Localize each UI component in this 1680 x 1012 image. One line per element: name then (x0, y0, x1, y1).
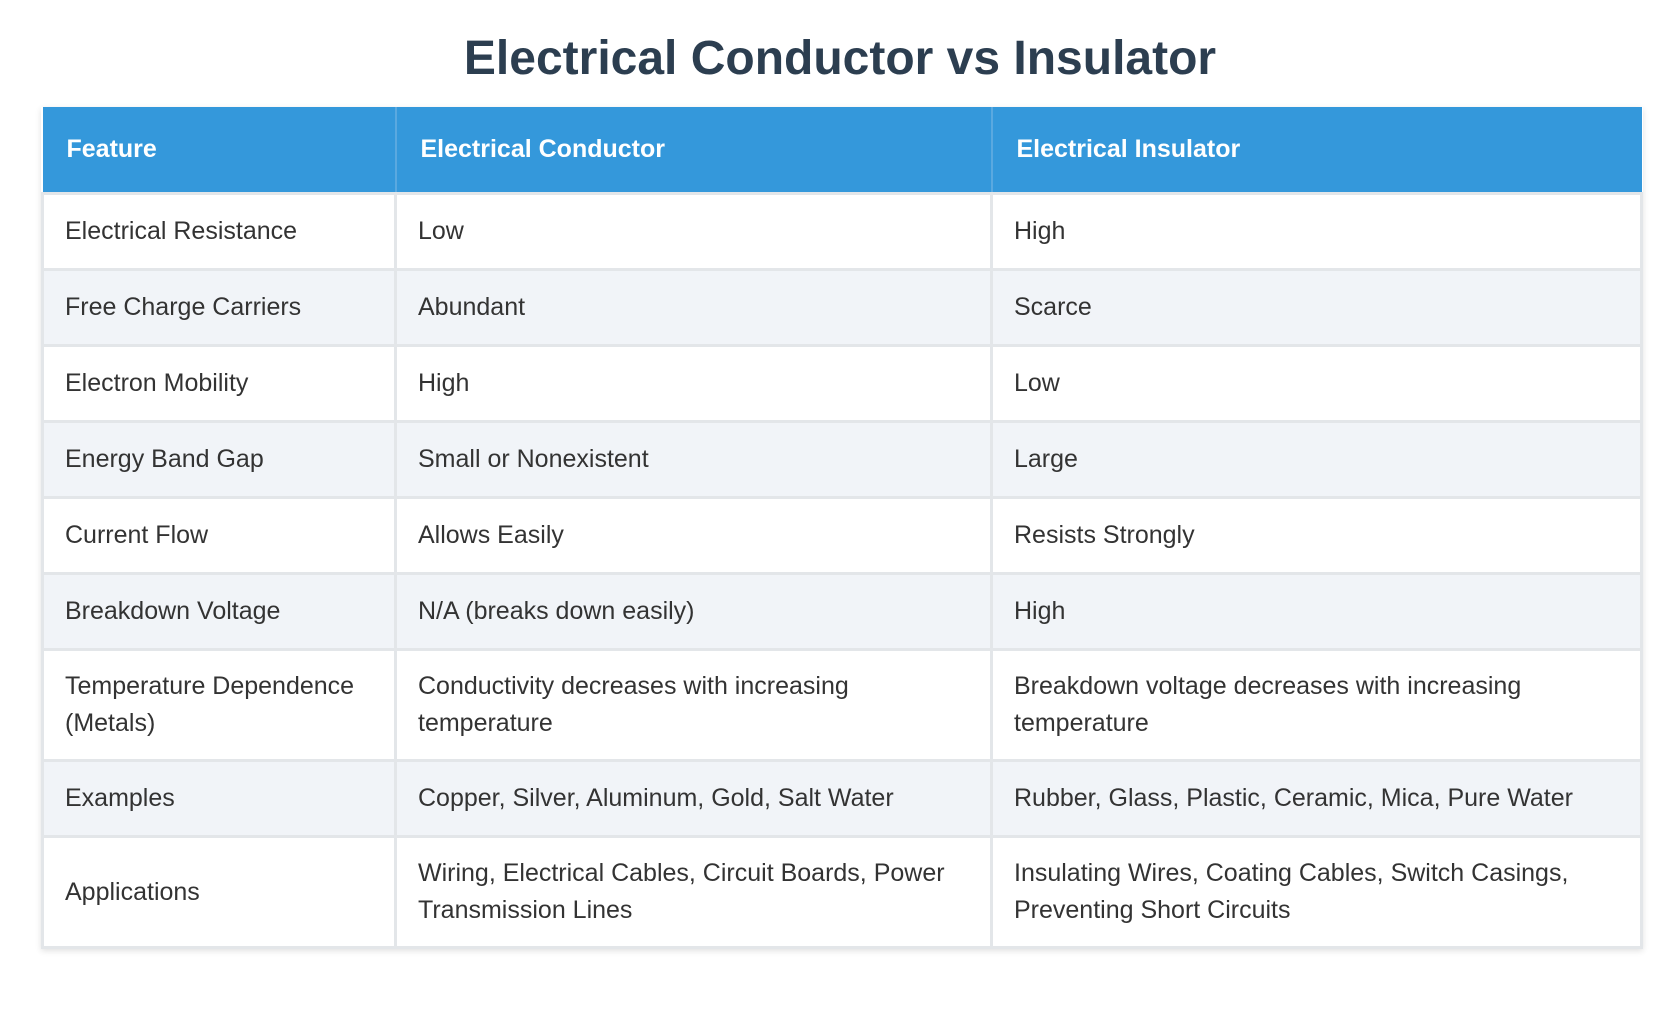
table-row: Temperature Dependence (Metals) Conducti… (41, 648, 1643, 762)
page-title: Electrical Conductor vs Insulator (463, 32, 1217, 85)
insulator-cell: Resists Strongly (990, 496, 1643, 575)
feature-cell: Breakdown Voltage (41, 572, 397, 651)
header-insulator: Electrical Insulator (991, 107, 1642, 195)
table-row: Electron Mobility High Low (41, 344, 1643, 423)
insulator-cell: High (990, 192, 1643, 271)
header-feature: Feature (42, 107, 397, 195)
feature-cell: Electrical Resistance (41, 192, 397, 271)
comparison-table: Feature Electrical Conductor Electrical … (41, 107, 1643, 949)
feature-cell: Examples (41, 759, 397, 838)
table-row: Free Charge Carriers Abundant Scarce (41, 268, 1643, 347)
table-row: Electrical Resistance Low High (41, 192, 1643, 271)
conductor-cell: Abundant (394, 268, 993, 347)
conductor-cell: N/A (breaks down easily) (394, 572, 993, 651)
insulator-cell: Rubber, Glass, Plastic, Ceramic, Mica, P… (990, 759, 1643, 838)
table-row: Breakdown Voltage N/A (breaks down easil… (41, 572, 1643, 651)
conductor-cell: Conductivity decreases with increasing t… (394, 648, 993, 762)
header-conductor: Electrical Conductor (395, 107, 993, 195)
table-row: Energy Band Gap Small or Nonexistent Lar… (41, 420, 1643, 499)
insulator-cell: High (990, 572, 1643, 651)
table-row: Current Flow Allows Easily Resists Stron… (41, 496, 1643, 575)
feature-cell: Applications (41, 835, 397, 949)
conductor-cell: Copper, Silver, Aluminum, Gold, Salt Wat… (394, 759, 993, 838)
table-row: Examples Copper, Silver, Aluminum, Gold,… (41, 759, 1643, 838)
conductor-cell: Low (394, 192, 993, 271)
insulator-cell: Scarce (990, 268, 1643, 347)
feature-cell: Free Charge Carriers (41, 268, 397, 347)
conductor-cell: Small or Nonexistent (394, 420, 993, 499)
table-body: Electrical Resistance Low High Free Char… (41, 192, 1643, 949)
insulator-cell: Low (990, 344, 1643, 423)
conductor-cell: High (394, 344, 993, 423)
feature-cell: Energy Band Gap (41, 420, 397, 499)
table-row: Applications Wiring, Electrical Cables, … (41, 835, 1643, 949)
insulator-cell: Insulating Wires, Coating Cables, Switch… (990, 835, 1643, 949)
table-header: Feature Electrical Conductor Electrical … (42, 107, 1642, 195)
conductor-cell: Allows Easily (394, 496, 993, 575)
feature-cell: Temperature Dependence (Metals) (41, 648, 397, 762)
insulator-cell: Large (990, 420, 1643, 499)
feature-cell: Current Flow (41, 496, 397, 575)
conductor-cell: Wiring, Electrical Cables, Circuit Board… (394, 835, 993, 949)
insulator-cell: Breakdown voltage decreases with increas… (990, 648, 1643, 762)
header-row: Feature Electrical Conductor Electrical … (42, 107, 1642, 195)
feature-cell: Electron Mobility (41, 344, 397, 423)
